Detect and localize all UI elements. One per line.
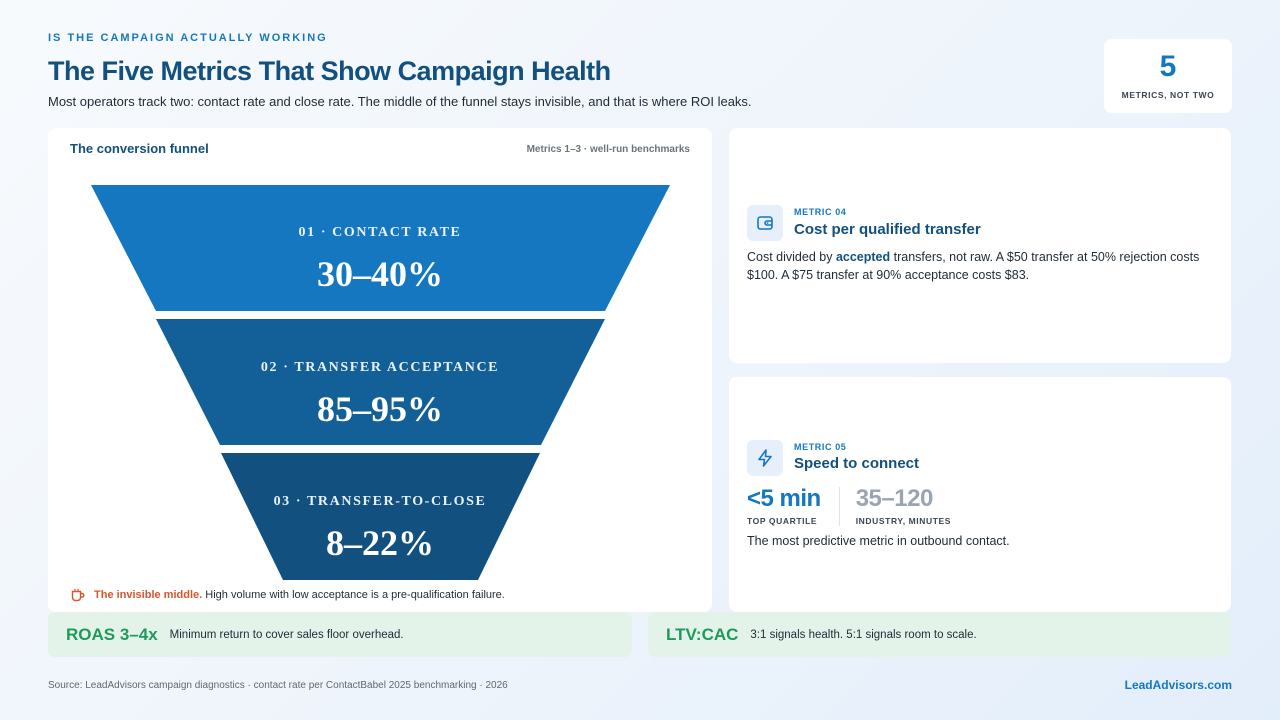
footer-source: Source: LeadAdvisors campaign diagnostic… — [48, 680, 508, 691]
metric-04-emphasis: accepted — [835, 250, 891, 264]
metric-04-title: Cost per qualified transfer — [794, 221, 981, 238]
metric-04-body: Cost divided by accepted transfers, not … — [747, 250, 1200, 283]
speed-industry-label: INDUSTRY, MINUTES — [855, 516, 952, 526]
speed-industry: 35–120 INDUSTRY, MINUTES — [838, 485, 969, 526]
funnel-stage-3-value: 8–22% — [326, 523, 434, 563]
ltv-cac-key: LTV:CAC — [666, 624, 739, 644]
ltv-cac-text: 3:1 signals health. 5:1 signals room to … — [750, 628, 977, 641]
funnel-diagram: 01 · CONTACT RATE 30–40% 02 · TRANSFER A… — [91, 185, 670, 580]
funnel-stage-1-value: 30–40% — [317, 254, 443, 294]
eyebrow: IS THE CAMPAIGN ACTUALLY WORKING — [48, 32, 328, 44]
speed-industry-value: 35–120 — [855, 485, 934, 512]
funnel-stage-3 — [221, 453, 540, 580]
footer-brand-link[interactable]: LeadAdvisors.com — [1124, 678, 1232, 692]
funnel-note-highlight: The invisible middle. — [94, 589, 203, 601]
lightning-icon — [747, 440, 783, 476]
metric-count-badge: 5 METRICS, NOT TWO — [1104, 39, 1232, 113]
cup-icon — [71, 589, 85, 602]
speed-top-quartile-value: <5 min — [747, 485, 821, 512]
metric-04-card: METRIC 04 Cost per qualified transfer Co… — [729, 128, 1231, 363]
ltv-cac-bar: LTV:CAC 3:1 signals health. 5:1 signals … — [648, 612, 1231, 657]
funnel-stage-1-label: 01 · CONTACT RATE — [299, 225, 462, 240]
metric-04-kicker: METRIC 04 — [794, 207, 847, 217]
funnel-meta: Metrics 1–3 · well-run benchmarks — [526, 144, 690, 155]
roas-bar: ROAS 3–4x Minimum return to cover sales … — [48, 612, 632, 657]
roas-text: Minimum return to cover sales floor over… — [169, 628, 404, 641]
funnel-card: 01 · CONTACT RATE 30–40% 02 · TRANSFER A… — [48, 128, 712, 612]
funnel-stage-1 — [91, 185, 670, 311]
funnel-note-text: High volume with low acceptance is a pre… — [205, 589, 505, 601]
wallet-icon — [747, 205, 783, 241]
speed-top-quartile-label: TOP QUARTILE — [747, 516, 818, 526]
metric-05-card: METRIC 05 Speed to connect <5 min TOP QU… — [729, 377, 1231, 612]
metric-05-kicker: METRIC 05 — [794, 442, 847, 452]
metric-05-title: Speed to connect — [794, 455, 920, 472]
page-title: The Five Metrics That Show Campaign Heal… — [48, 56, 611, 86]
speed-top-quartile: <5 min TOP QUARTILE — [747, 485, 839, 527]
funnel-stage-2-label: 02 · TRANSFER ACCEPTANCE — [261, 360, 499, 375]
funnel-heading: The conversion funnel — [70, 141, 209, 156]
speed-comparison: <5 min TOP QUARTILE 35–120 INDUSTRY, MIN… — [747, 487, 969, 526]
metric-count-label: METRICS, NOT TWO — [1121, 90, 1215, 100]
funnel-note: The invisible middle. High volume with l… — [70, 587, 505, 603]
roas-key: ROAS 3–4x — [66, 624, 158, 644]
funnel-stage-2 — [156, 319, 605, 445]
funnel-stage-2-value: 85–95% — [317, 389, 443, 429]
metric-count-value: 5 — [1159, 50, 1177, 83]
page-subtitle: Most operators track two: contact rate a… — [48, 94, 752, 109]
metric-05-body: The most predictive metric in outbound c… — [747, 534, 1010, 548]
funnel-stage-3-label: 03 · TRANSFER-TO-CLOSE — [274, 494, 487, 509]
